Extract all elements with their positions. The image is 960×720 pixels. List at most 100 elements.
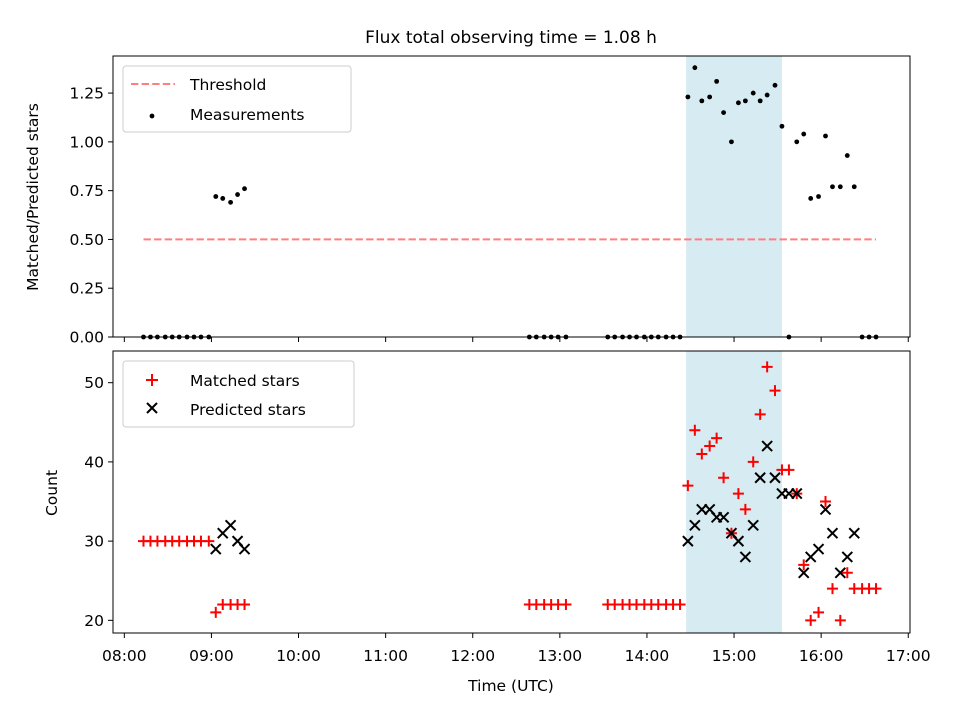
top-highlight-band — [686, 56, 782, 337]
y-tick-label: 0.00 — [69, 329, 104, 347]
matched-star-point — [674, 598, 686, 610]
predicted-star-point — [841, 551, 853, 563]
legend-predicted-swatch — [146, 402, 158, 414]
matched-star-point — [769, 385, 781, 397]
top-y-axis-label: Matched/Predicted stars — [24, 103, 42, 291]
legend-matched-swatch — [146, 374, 158, 386]
matched-star-point — [732, 488, 744, 500]
matched-star-point — [805, 614, 817, 626]
predicted-star-point — [791, 487, 803, 500]
measurement-point — [764, 92, 770, 98]
bottom-legend: Matched stars Predicted stars — [122, 360, 355, 428]
measurement-point — [750, 90, 756, 96]
predicted-star-point — [812, 543, 825, 555]
predicted-star-point — [238, 543, 251, 555]
legend-measurements-label: Measurements — [190, 106, 305, 124]
measurement-point — [707, 94, 713, 100]
x-tick-label: 13:00 — [538, 647, 583, 665]
x-tick-label: 15:00 — [712, 647, 757, 665]
measurement-point — [213, 194, 219, 199]
matched-star-point — [689, 424, 701, 436]
measurement-point — [699, 98, 705, 104]
chart-title: Flux total observing time = 1.08 h — [365, 28, 657, 48]
predicted-star-point — [224, 519, 237, 531]
x-tick-label: 17:00 — [886, 647, 931, 665]
matched-star-point — [718, 472, 730, 484]
x-tick-label: 10:00 — [276, 647, 321, 665]
y-tick-label: 0.25 — [69, 280, 104, 298]
matched-star-point — [820, 496, 832, 508]
matched-star-point — [870, 583, 882, 595]
measurement-point — [228, 199, 233, 205]
predicted-star-point — [769, 472, 781, 484]
measurement-point — [742, 98, 748, 104]
matched-star-point — [798, 559, 810, 571]
bottom-plot-frame — [112, 350, 911, 634]
count-points — [137, 361, 882, 626]
measurement-point — [823, 133, 828, 139]
legend-predicted-label: Predicted stars — [190, 401, 306, 419]
matched-star-point — [739, 503, 751, 515]
y-tick-label: 30 — [84, 533, 104, 551]
matched-star-point — [783, 464, 795, 476]
predicted-star-point — [210, 543, 222, 555]
matched-star-point — [696, 448, 708, 460]
measurement-point — [794, 139, 800, 145]
predicted-star-point — [761, 440, 773, 452]
measurement-point — [736, 100, 741, 106]
bottom-x-ticks: 08:00 09:00 10:00 11:00 12:00 13:00 14:00 15:00… — [102, 633, 931, 665]
bottom-highlight-band — [686, 351, 782, 633]
bottom-y-axis-label: Count — [43, 470, 61, 516]
measurement-point — [721, 110, 726, 115]
matched-star-point — [761, 361, 773, 373]
predicted-star-point — [834, 567, 847, 579]
matched-star-point — [203, 535, 215, 547]
measurement-point — [242, 186, 247, 192]
legend-measurements-swatch — [149, 113, 155, 119]
measurement-point — [779, 123, 785, 129]
top-legend: Threshold Measurements — [122, 65, 352, 133]
y-tick-label: 1.00 — [69, 133, 104, 151]
measurement-point — [729, 139, 734, 145]
measurement-point — [757, 98, 763, 104]
predicted-star-point — [848, 527, 860, 539]
x-tick-label: 14:00 — [625, 647, 670, 665]
predicted-star-point — [826, 527, 839, 539]
y-tick-label: 20 — [84, 612, 104, 630]
x-tick-label: 16:00 — [799, 647, 844, 665]
bottom-y-ticks: 20 30 40 50 — [84, 374, 113, 630]
predicted-star-point — [717, 511, 730, 524]
matched-star-point — [747, 456, 759, 468]
y-tick-label: 1.25 — [69, 85, 104, 103]
x-tick-label: 12:00 — [450, 647, 495, 665]
predicted-star-point — [798, 567, 810, 579]
bottom-panel: 20 30 40 50 08:00 09:00 10:00 11:00 12:00 13:00 1… — [43, 350, 931, 695]
matched-star-point — [834, 614, 846, 626]
measurement-point — [772, 82, 778, 88]
measurement-point — [844, 153, 850, 158]
x-axis-label: Time (UTC) — [467, 677, 554, 695]
measurement-point — [692, 65, 698, 71]
measurement-point — [220, 196, 226, 201]
measurement-point — [714, 78, 720, 84]
predicted-star-point — [732, 535, 745, 547]
matched-star-point — [239, 598, 251, 610]
top-panel: 0.00 0.25 0.50 0.75 1.00 1.25 Matched/Predict… — [24, 55, 911, 347]
measurement-point — [851, 184, 857, 190]
matched-star-point — [813, 606, 825, 618]
top-plot-frame — [112, 55, 911, 338]
predicted-star-point — [739, 551, 752, 563]
measurement-point — [837, 184, 843, 190]
top-y-ticks: 0.00 0.25 0.50 0.75 1.00 1.25 — [69, 85, 113, 347]
measurement-point — [801, 131, 807, 137]
y-tick-label: 0.75 — [69, 182, 104, 200]
matched-star-point — [711, 432, 723, 444]
matched-star-point — [826, 583, 838, 595]
x-tick-label: 11:00 — [363, 647, 408, 665]
y-tick-label: 50 — [84, 374, 104, 392]
measurement-point — [830, 184, 835, 190]
matched-star-point — [682, 480, 694, 492]
predicted-star-point — [819, 503, 832, 516]
x-tick-label: 08:00 — [102, 647, 147, 665]
